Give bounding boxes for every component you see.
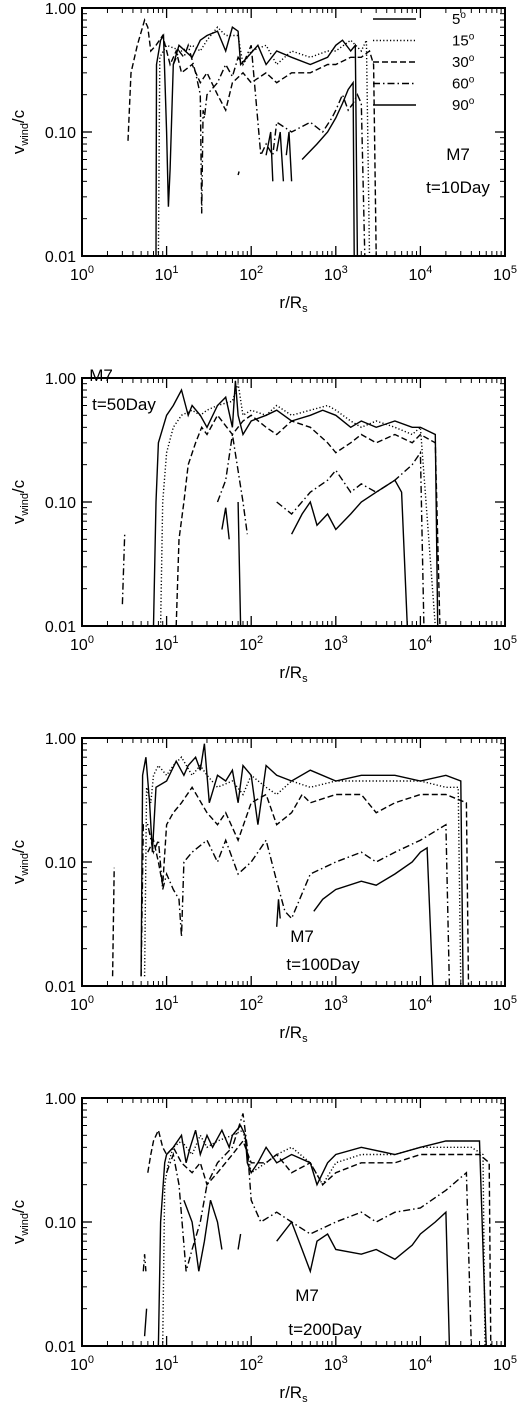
x-tick-label: 104 xyxy=(408,634,432,654)
x-tick-label: 104 xyxy=(408,1354,432,1374)
x-tick-label: 102 xyxy=(239,1354,263,1374)
time-label: t=50Day xyxy=(92,395,156,414)
series-line-1 xyxy=(155,26,359,256)
series-line-2 xyxy=(159,383,436,626)
x-tick-label: 105 xyxy=(493,634,517,654)
x-tick-label: 105 xyxy=(493,1354,517,1374)
model-label: M7 xyxy=(290,927,314,946)
legend-label-1: 5o xyxy=(452,10,466,28)
x-axis-label: r/Rs xyxy=(279,293,308,315)
series-line-1 xyxy=(143,1124,487,1346)
x-tick-label: 104 xyxy=(408,264,432,284)
x-tick-label: 100 xyxy=(70,1354,94,1374)
series-line-3 xyxy=(147,1128,492,1346)
series-line-2 xyxy=(157,26,371,256)
y-tick-label: 0.01 xyxy=(45,1339,76,1356)
x-tick-label: 100 xyxy=(70,634,94,654)
time-label: t=10Day xyxy=(426,178,490,197)
y-tick-label: 0.01 xyxy=(45,979,76,996)
x-axis-label: r/Rs xyxy=(279,1383,308,1405)
series-line-4 xyxy=(142,1113,472,1346)
legend-label-4: 60o xyxy=(452,75,475,93)
x-tick-label: 103 xyxy=(324,994,348,1014)
x-tick-label: 101 xyxy=(155,264,179,284)
y-tick-label: 0.10 xyxy=(45,1215,76,1232)
series-line-2 xyxy=(143,756,462,986)
series-line-1 xyxy=(140,743,464,986)
y-tick-label: 0.01 xyxy=(45,619,76,636)
time-label: t=200Day xyxy=(288,1320,362,1339)
y-tick-label: 1.00 xyxy=(45,731,76,748)
x-tick-label: 102 xyxy=(239,264,263,284)
series-line-4 xyxy=(172,42,366,256)
plot-frame xyxy=(81,7,506,257)
legend-label-2: 15o xyxy=(452,32,475,50)
plot-frame xyxy=(81,1097,506,1347)
y-axis-label: vwind/c xyxy=(9,1199,31,1244)
series-line-2 xyxy=(162,1129,486,1346)
legend: 5o 15o 30o 60o 90o xyxy=(373,10,475,114)
y-axis-label: vwind/c xyxy=(9,479,31,524)
series-line-3 xyxy=(175,414,441,626)
series-line-5 xyxy=(221,479,408,626)
x-tick-label: 103 xyxy=(324,1354,348,1374)
y-tick-label: 0.10 xyxy=(45,495,76,512)
x-tick-label: 100 xyxy=(70,264,94,284)
y-tick-label: 0.10 xyxy=(45,855,76,872)
y-axis-label: vwind/c xyxy=(9,109,31,154)
y-tick-label: 0.10 xyxy=(45,125,76,142)
series-line-5 xyxy=(276,846,434,986)
model-label: M7 xyxy=(446,145,470,164)
model-label: M7 xyxy=(295,1286,319,1305)
y-tick-label: 1.00 xyxy=(45,1091,76,1108)
x-tick-label: 105 xyxy=(493,994,517,1014)
x-tick-label: 101 xyxy=(155,994,179,1014)
x-tick-label: 101 xyxy=(155,634,179,654)
chart-panel-2: 100 101 102 103 104 105 0.01 0.10 1.00 r/Rs vwind/… xyxy=(9,366,517,685)
y-tick-label: 0.01 xyxy=(45,249,76,266)
legend-label-5: 90o xyxy=(452,96,475,114)
x-tick-label: 101 xyxy=(155,1354,179,1374)
x-tick-label: 102 xyxy=(239,634,263,654)
time-label: t=100Day xyxy=(286,955,360,974)
x-tick-label: 100 xyxy=(70,994,94,1014)
series-line-5 xyxy=(237,80,355,256)
series-line-4 xyxy=(140,823,451,986)
y-tick-label: 1.00 xyxy=(45,1,76,18)
legend-label-3: 30o xyxy=(452,53,475,71)
x-axis-label: r/Rs xyxy=(279,1023,308,1045)
series-line-1 xyxy=(152,380,439,626)
x-tick-label: 103 xyxy=(324,634,348,654)
chart-panel-1: 100 101 102 103 104 105 0.01 0.10 1.00 r/Rs vwind/… xyxy=(9,1,517,315)
x-tick-label: 103 xyxy=(324,264,348,284)
y-axis-label: vwind/c xyxy=(9,839,31,884)
x-axis-label: r/Rs xyxy=(279,663,308,685)
x-tick-label: 104 xyxy=(408,994,432,1014)
x-tick-label: 102 xyxy=(239,994,263,1014)
y-tick-label: 1.00 xyxy=(45,371,76,388)
series-line-4 xyxy=(121,434,425,626)
chart-panel-4: 100 101 102 103 104 105 0.01 0.10 1.00 r/Rs vwind/… xyxy=(9,1091,517,1405)
series-line-3 xyxy=(111,785,470,986)
series-line-3 xyxy=(127,17,377,256)
model-label: M7 xyxy=(89,366,113,385)
chart-panel-3: 100 101 102 103 104 105 0.01 0.10 1.00 r/Rs vwind/… xyxy=(9,731,517,1045)
series-line-5 xyxy=(183,1199,451,1346)
x-tick-label: 105 xyxy=(493,264,517,284)
